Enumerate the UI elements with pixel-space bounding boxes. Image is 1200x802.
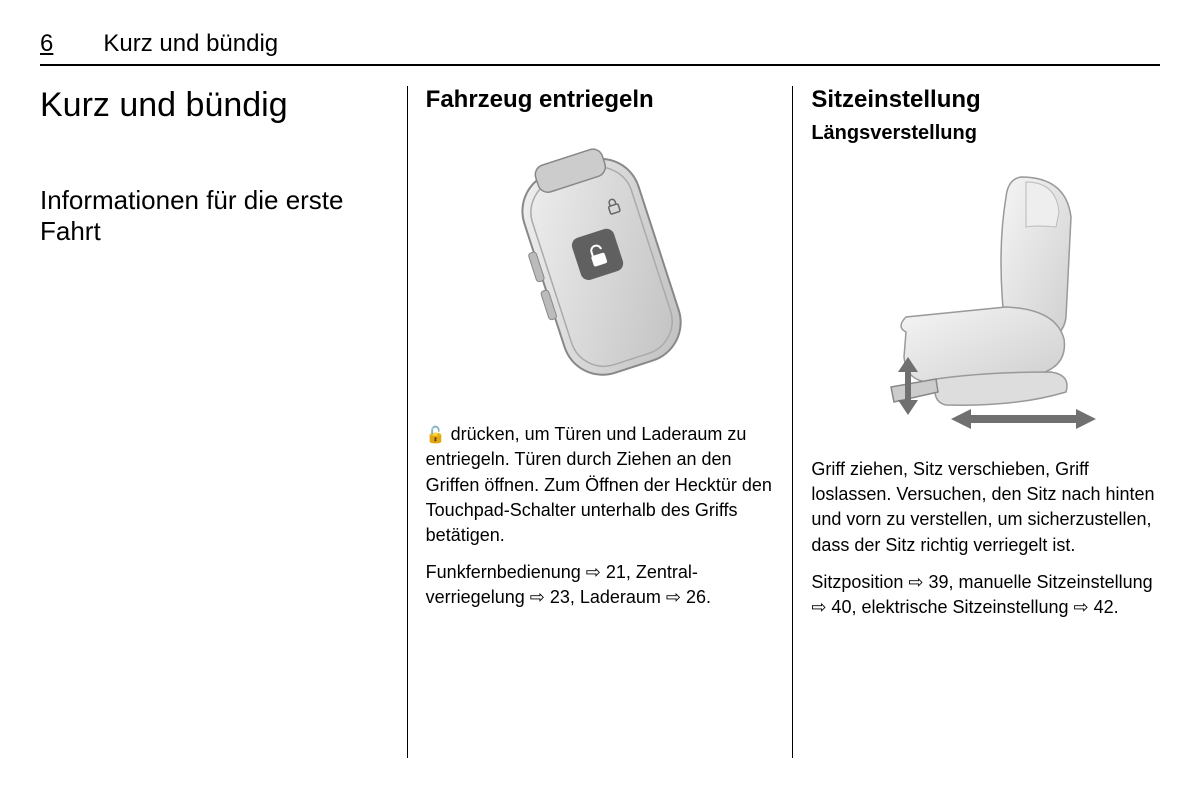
column-2: Fahrzeug entriegeln bbox=[407, 86, 793, 758]
column-3: Sitzeinstellung Längsverstellung bbox=[792, 86, 1160, 758]
section-heading-unlock: Fahrzeug entriegeln bbox=[426, 86, 775, 114]
unlock-paragraph-2: Funkfernbedienung ⇨ 21, Zentral­verriege… bbox=[426, 560, 775, 610]
page-number: 6 bbox=[40, 30, 53, 58]
unlock-icon: 🔓 bbox=[426, 425, 446, 447]
unlock-text: drücken, um Türen und Laderaum zu entrie… bbox=[426, 424, 772, 545]
manual-page: 6 Kurz und bündig Kurz und bündig Inform… bbox=[0, 0, 1200, 802]
key-icon bbox=[470, 122, 730, 402]
section-heading-seat: Sitzeinstellung bbox=[811, 86, 1160, 114]
subsection-heading-longitudinal: Längsverstellung bbox=[811, 122, 1160, 145]
unlock-paragraph-1: 🔓 drücken, um Türen und Laderaum zu entr… bbox=[426, 422, 775, 548]
seat-illustration bbox=[811, 157, 1160, 437]
seat-paragraph-1: Griff ziehen, Sitz verschieben, Griff lo… bbox=[811, 457, 1160, 558]
seat-icon bbox=[836, 157, 1136, 437]
seat-paragraph-2: Sitzposition ⇨ 39, manuelle Sitzein­stel… bbox=[811, 570, 1160, 620]
page-header: 6 Kurz und bündig bbox=[40, 30, 1160, 66]
header-title: Kurz und bündig bbox=[103, 30, 278, 58]
content-columns: Kurz und bündig Informationen für die er… bbox=[40, 86, 1160, 758]
key-illustration bbox=[426, 122, 775, 402]
sub-heading: Informationen für die erste Fahrt bbox=[40, 185, 389, 247]
column-1: Kurz und bündig Informationen für die er… bbox=[40, 86, 407, 758]
main-heading: Kurz und bündig bbox=[40, 86, 389, 125]
